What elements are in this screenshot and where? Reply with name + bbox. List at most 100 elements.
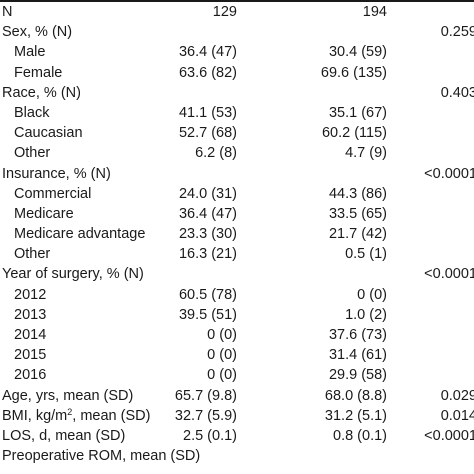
cell-group-2: 68.0 (8.8) (324, 387, 387, 404)
row-label: Black (14, 103, 49, 123)
row-label-superscript: 2 (67, 406, 73, 417)
table-row: 2016 0 (0) 29.9 (58) (0, 365, 474, 385)
row-label-text: 2014 (14, 327, 47, 343)
table-row: N 129 194 (0, 2, 474, 22)
row-label-text: Caucasian (14, 125, 83, 142)
cell-group-1: 32.7 (5.9) (174, 407, 237, 424)
row-label-text: 2015 (14, 347, 47, 364)
row-label-text: N (2, 4, 13, 20)
cell-group-1: 65.7 (9.8) (174, 387, 237, 404)
row-label-suffix: , mean (SD) (72, 407, 151, 424)
table-row: Insurance, % (N) <0.0001 (0, 164, 474, 184)
cell-group-2: 29.9 (58) (328, 367, 387, 384)
row-label: Female (14, 63, 62, 83)
row-label: Age, yrs, mean (SD) (2, 386, 133, 406)
cell-group-1: 6.2 (8) (195, 145, 237, 162)
cell-p-value: <0.0001 (424, 165, 474, 182)
table-row: BMI, kg/m2, mean (SD) 32.7 (5.9) 31.2 (5.1… (0, 406, 474, 426)
cell-group-2: 33.5 (65) (328, 205, 387, 222)
row-label-text: Preoperative ROM, mean (SD) (2, 448, 201, 465)
table-row: Black 41.1 (53) 35.1 (67) (0, 103, 474, 123)
cell-group-2: 31.4 (61) (328, 347, 387, 364)
cell-p-value: 0.403 (440, 84, 474, 101)
table-row: 2015 0 (0) 31.4 (61) (0, 345, 474, 365)
cell-p-value: 0.259 (440, 24, 474, 41)
row-label-text: Race, % (N) (2, 84, 81, 101)
row-label-text: Commercial (14, 185, 92, 202)
cell-group-2: 30.4 (59) (328, 44, 387, 61)
cell-group-2: 37.6 (73) (328, 327, 387, 343)
row-label-text: Black (14, 104, 50, 121)
row-label-text: Sex, % (N) (2, 24, 73, 41)
row-label-text: Age, yrs, mean (SD) (2, 387, 134, 404)
row-label-text: Medicare advantage (14, 226, 146, 243)
cell-group-2: 0.8 (0.1) (333, 427, 387, 444)
cell-group-1: 0 (0) (207, 367, 237, 384)
row-label: Other (14, 244, 50, 264)
row-label: Medicare (14, 204, 74, 224)
row-label: Year of surgery, % (N) (2, 264, 144, 284)
row-label-text: Insurance, % (N) (2, 165, 111, 182)
row-label: BMI, kg/m2, mean (SD) (2, 406, 150, 426)
cell-group-1: 36.4 (47) (178, 205, 237, 222)
cell-group-1: 0 (0) (207, 327, 237, 343)
row-label-text: Year of surgery, % (N) (2, 266, 144, 283)
table-row: 2013 39.5 (51) 1.0 (2) (0, 305, 474, 325)
cell-group-1: 16.3 (21) (178, 246, 237, 263)
cell-group-1: 52.7 (68) (178, 125, 237, 142)
cell-group-2: 35.1 (67) (328, 104, 387, 121)
cell-group-1: 24.0 (31) (178, 185, 237, 202)
cell-p-value: <0.0001 (424, 266, 474, 283)
row-label: Other (14, 143, 50, 163)
row-label: 2014 (14, 325, 46, 345)
row-label: Commercial (14, 184, 91, 204)
cell-p-value: <0.0001 (424, 427, 474, 444)
table-row: Year of surgery, % (N) <0.0001 (0, 264, 474, 284)
table-row: Medicare advantage 23.3 (30) 21.7 (42) (0, 224, 474, 244)
row-label-text: Male (14, 44, 46, 61)
row-label: Race, % (N) (2, 83, 81, 103)
cell-group-1: 23.3 (30) (178, 226, 237, 243)
table-row: Other 16.3 (21) 0.5 (1) (0, 244, 474, 264)
table-row: Commercial 24.0 (31) 44.3 (86) (0, 184, 474, 204)
row-label: 2015 (14, 345, 46, 365)
row-label-text: Medicare (14, 205, 74, 222)
table-top-rule (0, 0, 474, 2)
table-row: Other 6.2 (8) 4.7 (9) (0, 143, 474, 163)
cell-group-1: 41.1 (53) (178, 104, 237, 121)
table-row: 2012 60.5 (78) 0 (0) (0, 285, 474, 305)
cell-group-1: 0 (0) (207, 347, 237, 364)
cell-group-2: 21.7 (42) (328, 226, 387, 243)
table-row: Male 36.4 (47) 30.4 (59) (0, 42, 474, 62)
row-label: 2016 (14, 365, 46, 385)
row-label: Medicare advantage (14, 224, 145, 244)
table-row: LOS, d, mean (SD) 2.5 (0.1) 0.8 (0.1) <0.00… (0, 426, 474, 446)
cell-group-2: 44.3 (86) (328, 185, 387, 202)
row-label-text: Female (14, 64, 63, 81)
row-label-text: Other (14, 145, 51, 162)
cell-group-1: 39.5 (51) (178, 306, 237, 323)
row-label: LOS, d, mean (SD) (2, 426, 125, 446)
cell-group-2: 0.5 (1) (345, 246, 387, 263)
cell-group-2: 69.6 (135) (320, 64, 387, 81)
row-label: 2013 (14, 305, 46, 325)
table-row: Race, % (N) 0.403 (0, 83, 474, 103)
row-label-text: 2012 (14, 286, 47, 303)
table-row: Female 63.6 (82) 69.6 (135) (0, 63, 474, 83)
table-row: Caucasian 52.7 (68) 60.2 (115) (0, 123, 474, 143)
row-label: Preoperative ROM, mean (SD) (2, 446, 200, 466)
cell-p-value: 0.029 (440, 387, 474, 404)
row-label-text: BMI, kg/m (2, 407, 68, 424)
cell-group-1: 36.4 (47) (178, 44, 237, 61)
cell-group-2: 4.7 (9) (345, 145, 387, 162)
row-label-text: 2013 (14, 306, 47, 323)
table-row: Preoperative ROM, mean (SD) (0, 446, 474, 466)
table-row: Age, yrs, mean (SD) 65.7 (9.8) 68.0 (8.8) 0… (0, 386, 474, 406)
table-row: 2014 0 (0) 37.6 (73) (0, 325, 474, 345)
cell-group-2: 0 (0) (357, 286, 387, 303)
row-label: Male (14, 42, 45, 62)
cell-p-value: 0.014 (440, 407, 474, 424)
cell-group-2: 1.0 (2) (345, 306, 387, 323)
row-label: Sex, % (N) (2, 22, 72, 42)
